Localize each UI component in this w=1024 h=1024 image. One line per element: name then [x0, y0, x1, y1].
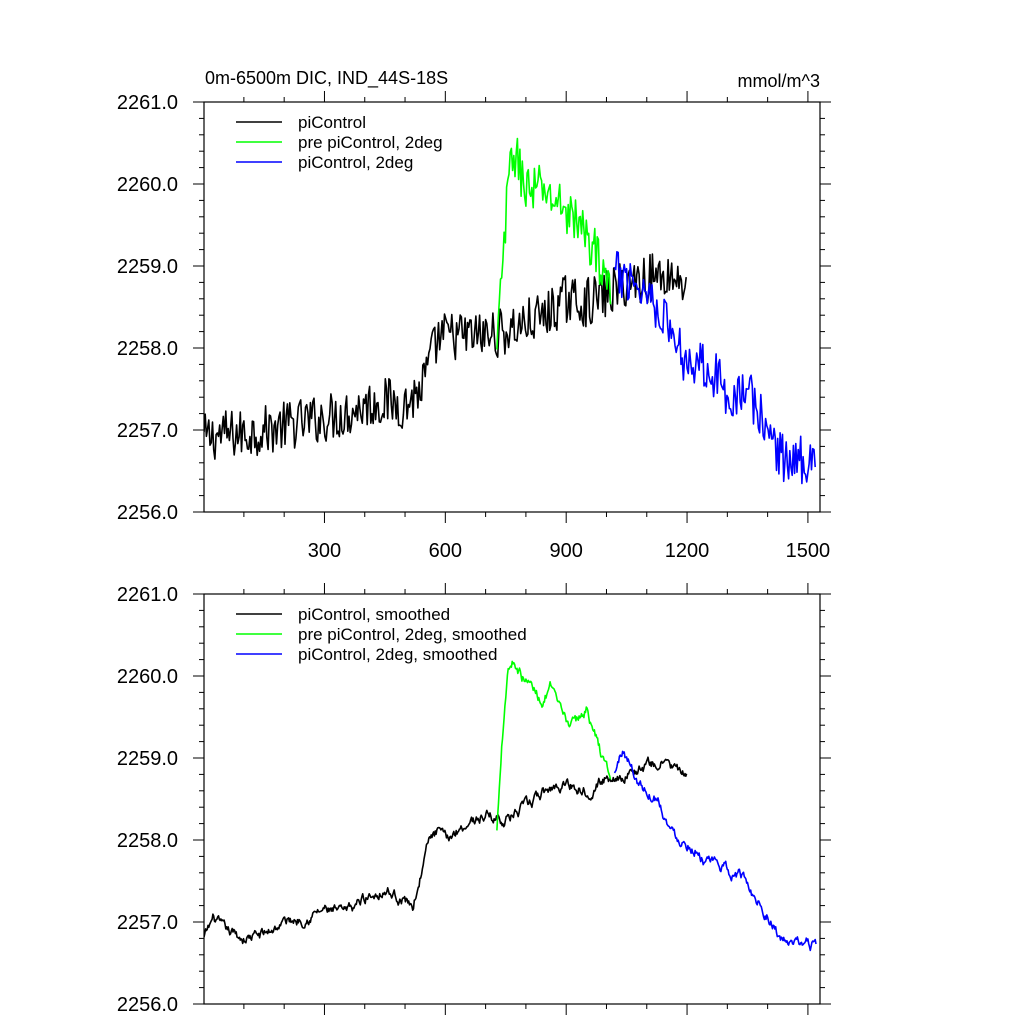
y-tick-label: 2256.0	[117, 994, 178, 1016]
plot-frame	[203, 593, 821, 1005]
y-tick-label: 2260.0	[117, 174, 178, 196]
units-label: mmol/m^3	[738, 71, 820, 91]
series-group	[204, 137, 816, 485]
y-tick-label: 2256.0	[117, 502, 178, 524]
legend-label: pre piControl, 2deg, smoothed	[298, 625, 527, 644]
y-tick-label: 2260.0	[117, 666, 178, 688]
y-tick-label: 2258.0	[117, 338, 178, 360]
series-line-pre-piControl-2deg	[496, 660, 612, 831]
y-tick-label: 2257.0	[117, 912, 178, 934]
x-tick-label: 1200	[665, 540, 710, 562]
legend-label: pre piControl, 2deg	[298, 133, 443, 152]
y-tick-label: 2261.0	[117, 92, 178, 114]
plot-frame	[203, 101, 821, 513]
legend-label: piControl, 2deg, smoothed	[298, 645, 497, 664]
y-tick-label: 2259.0	[117, 748, 178, 770]
x-tick-label: 300	[308, 540, 341, 562]
y-tick-label: 2257.0	[117, 420, 178, 442]
x-tick-label: 900	[549, 540, 582, 562]
series-line-piControl	[204, 756, 688, 945]
x-tick-label: 600	[429, 540, 462, 562]
legend-label: piControl, smoothed	[298, 605, 450, 624]
series-line-piControl	[204, 253, 687, 460]
legend-label: piControl, 2deg	[298, 153, 413, 172]
y-tick-label: 2258.0	[117, 830, 178, 852]
x-tick-label: 1500	[786, 540, 831, 562]
legend-label: piControl	[298, 113, 366, 132]
chart-title: 0m-6500m DIC, IND_44S-18S	[205, 68, 448, 89]
series-line-pre-piControl-2deg	[496, 137, 612, 350]
bottom-panel: 2256.0 2257.0 2258.0 2259.0 2260.0 2261.0 piCo…	[117, 583, 831, 1016]
series-line-piControl-2deg	[613, 750, 817, 952]
y-tick-label: 2261.0	[117, 584, 178, 606]
top-panel: 2256.0 2257.0 2258.0 2259.0 2260.0 2261.0 300 6…	[117, 91, 831, 562]
series-group	[204, 660, 817, 952]
series-line-piControl-2deg	[613, 251, 816, 485]
y-tick-label: 2259.0	[117, 256, 178, 278]
